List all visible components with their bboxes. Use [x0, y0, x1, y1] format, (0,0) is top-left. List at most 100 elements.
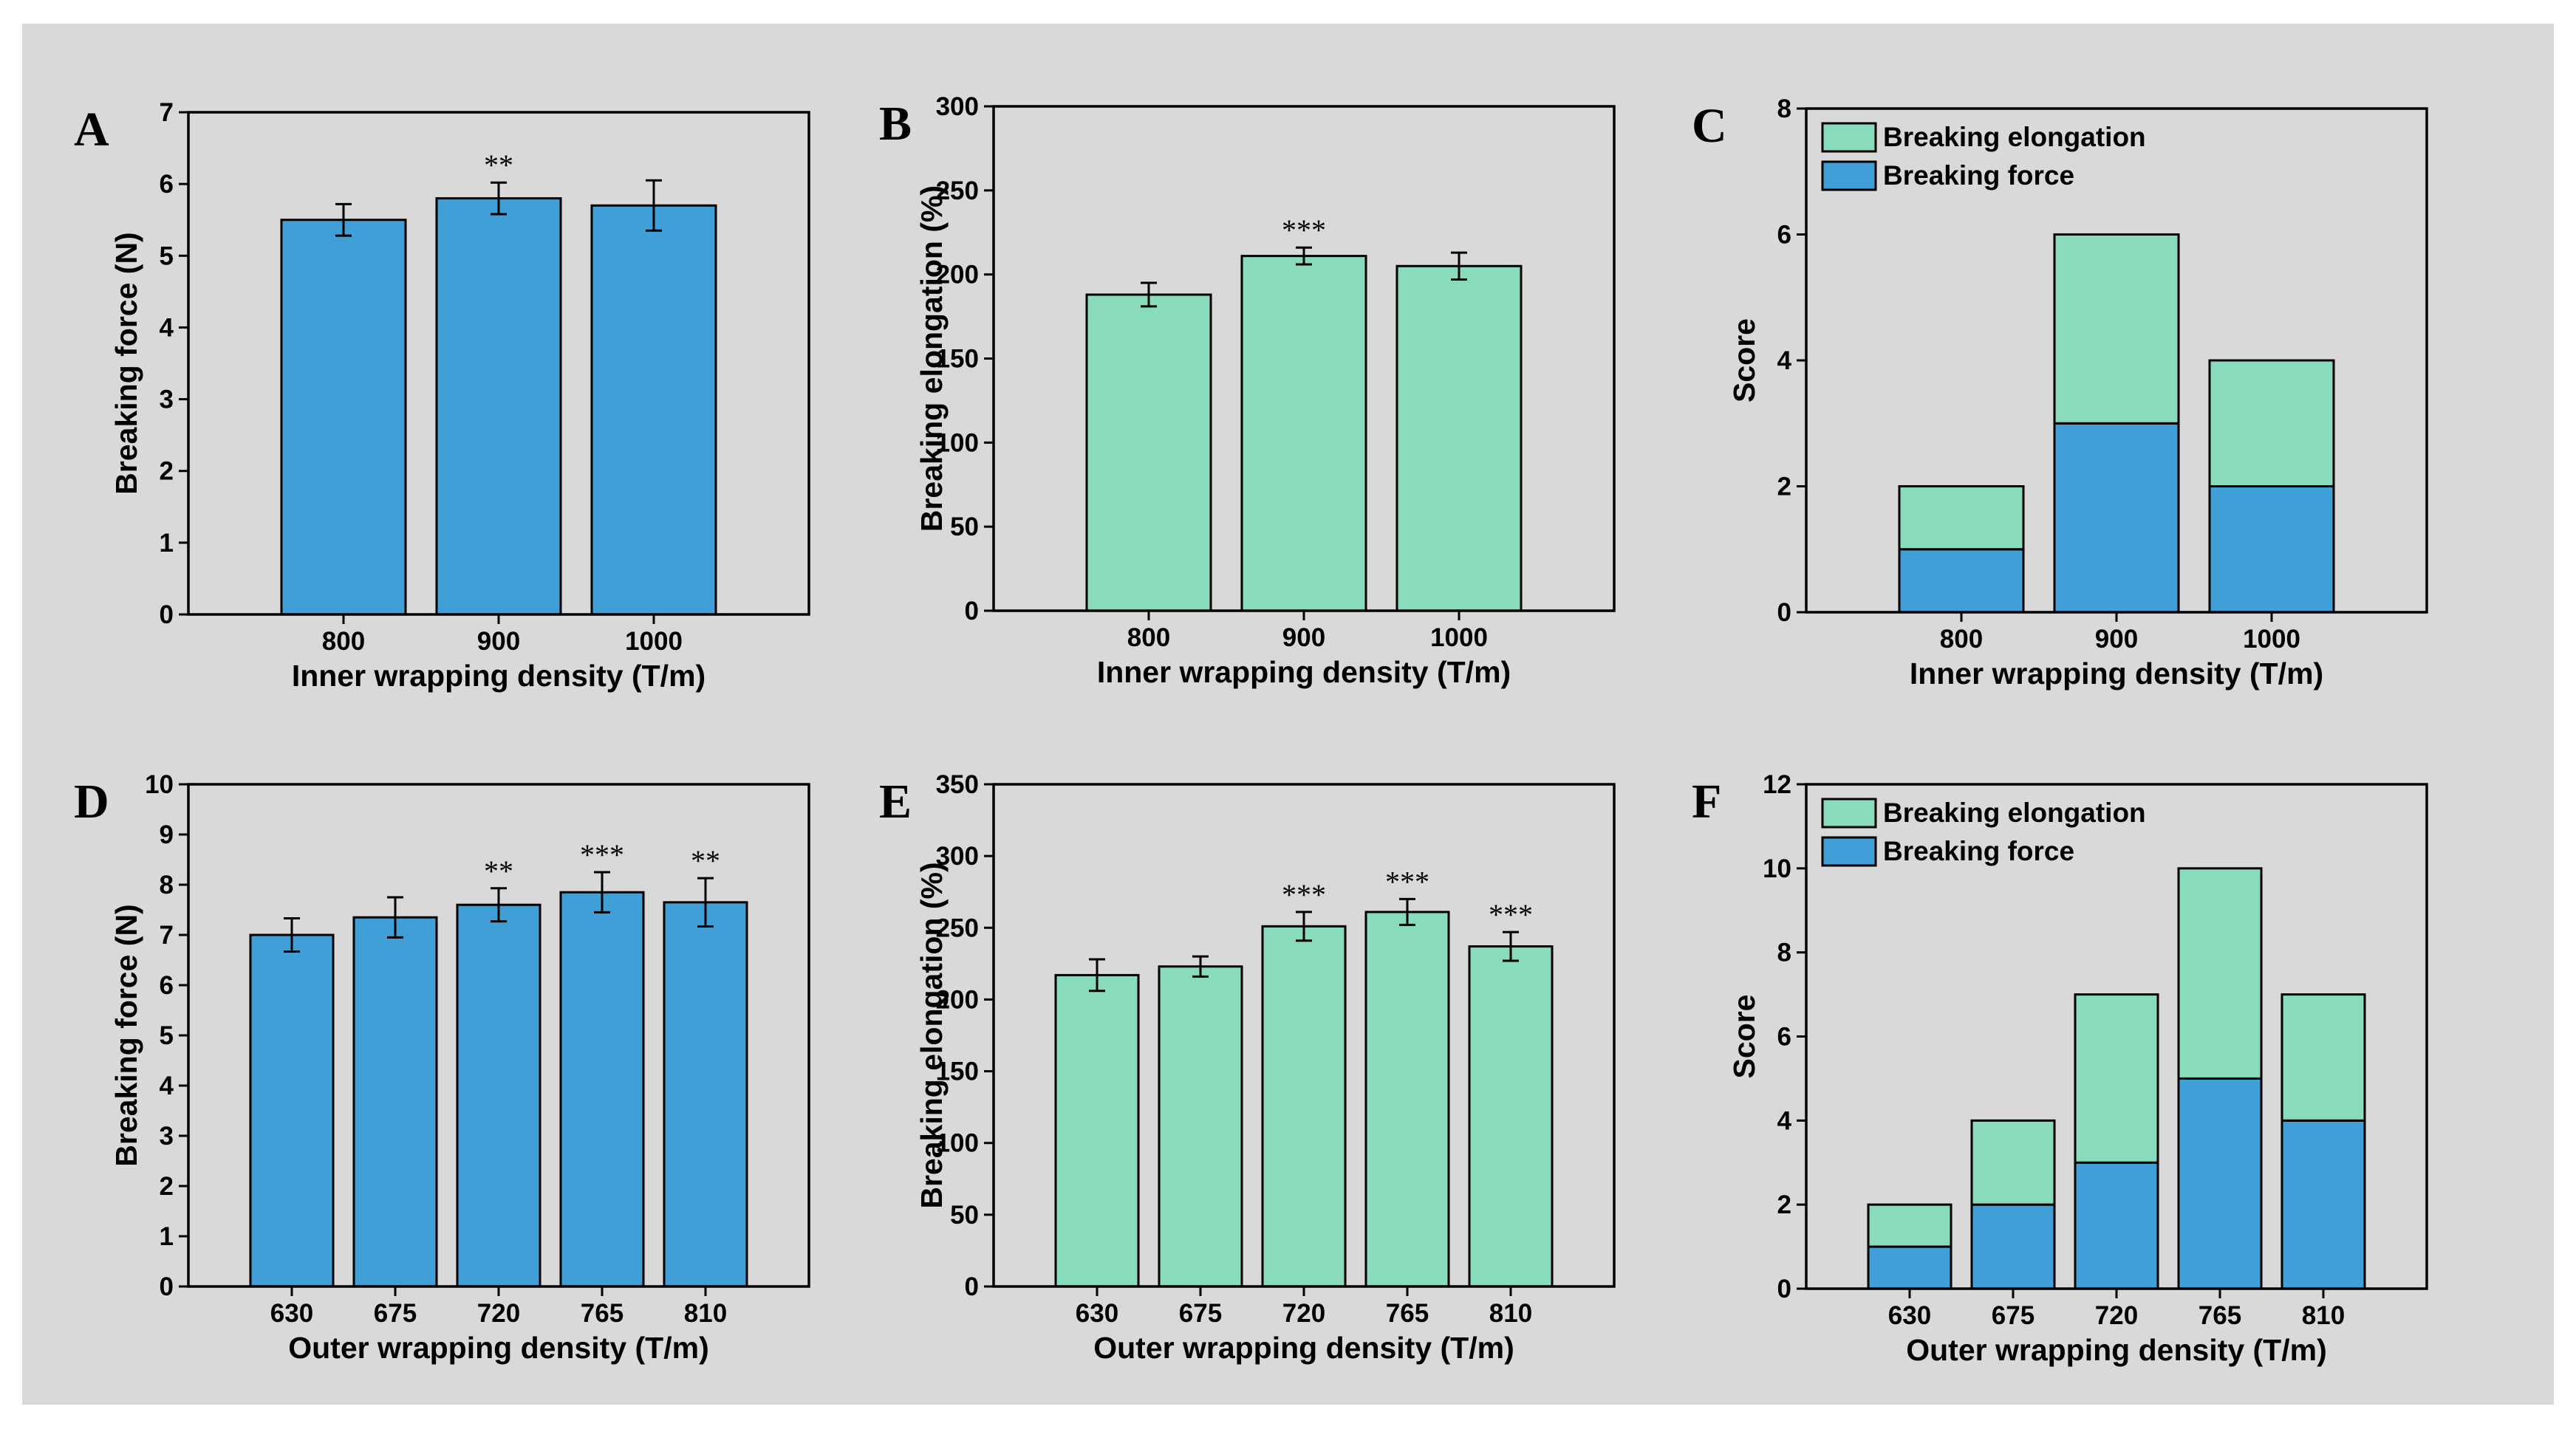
panel-d-xtick-label-630: 630: [270, 1299, 313, 1328]
panel-a-ytick-label-2: 2: [160, 457, 174, 486]
panel-c-xtick-label-900: 900: [2095, 625, 2138, 654]
panel-e-significance-765: ***: [1385, 865, 1429, 898]
panel-a-ytick-label-7: 7: [160, 98, 174, 127]
panel-e-error-bar-630: [1089, 958, 1105, 993]
panel-e-significance-720: ***: [1282, 878, 1326, 911]
panel-a-ytick-label-5: 5: [160, 241, 174, 270]
panel-e-xtick-label-720: 720: [1282, 1299, 1325, 1328]
panel-f-legend-swatch-breaking-force: [1821, 836, 1877, 867]
panel-b-xtick-label-800: 800: [1127, 623, 1170, 652]
panel-b-xtick-label-1000: 1000: [1430, 623, 1488, 652]
panel-b-bar-800: [1085, 293, 1212, 612]
panel-d-significance-810: **: [691, 844, 720, 877]
panel-b-ytick-label-100: 100: [936, 428, 979, 457]
panel-d-bar-765: [559, 891, 645, 1288]
panel-c-legend-label-breaking-force: Breaking force: [1883, 160, 2074, 191]
panel-d-y-axis-title: Breaking force (N): [109, 904, 143, 1166]
panel-f-xtick-label-675: 675: [1992, 1301, 2035, 1330]
panel-d-significance-765: ***: [580, 838, 624, 871]
panel-f-bar-breaking-force-720: [2074, 1161, 2159, 1290]
panel-f-bar-breaking-elongation-630: [1867, 1203, 1953, 1248]
panel-d-letter: D: [74, 775, 109, 829]
panel-f-xtick-label-630: 630: [1888, 1301, 1931, 1330]
panel-b-significance-900: ***: [1282, 213, 1326, 247]
panel-b-ytick-label-300: 300: [936, 92, 979, 121]
panel-b-xtick-label-900: 900: [1282, 623, 1325, 652]
panel-a-error-bar-800: [335, 202, 352, 237]
panel-e-bar-675: [1158, 965, 1243, 1288]
panel-f-xtick-label-765: 765: [2199, 1301, 2241, 1330]
panel-e-ytick-label-250: 250: [936, 914, 979, 942]
panel-d-error-bar-765: [594, 871, 610, 914]
panel-e-xtick-label-810: 810: [1489, 1299, 1532, 1328]
panel-d-ytick-label-7: 7: [160, 921, 174, 950]
panel-d-error-bar-720: [491, 887, 507, 923]
panel-d-ytick-label-1: 1: [160, 1222, 174, 1251]
panel-a-ytick-label-1: 1: [160, 529, 174, 558]
panel-f-legend-label-breaking-force: Breaking force: [1883, 836, 2074, 866]
panel-c-xtick-label-800: 800: [1940, 625, 1983, 654]
panel-f-letter: F: [1692, 775, 1721, 829]
panel-f-ytick-label-0: 0: [1777, 1275, 1791, 1303]
panel-a: A ** 0 1 2 3 4 5 6 7 800 900 1000 Inner wrapping dens…: [74, 98, 810, 693]
panel-a-xtick-label-800: 800: [322, 627, 365, 656]
panel-a-bar-1000: [590, 204, 717, 616]
panel-c-letter: C: [1692, 99, 1727, 153]
panel-c-ytick-label-0: 0: [1777, 598, 1791, 627]
panel-d-xtick-label-720: 720: [477, 1299, 520, 1328]
panel-e-error-bar-765: [1399, 897, 1415, 926]
panel-c-bar-breaking-force-1000: [2208, 485, 2335, 614]
panel-d-ytick-label-8: 8: [160, 871, 174, 899]
panel-e-ytick-label-350: 350: [936, 770, 979, 799]
panel-d-ytick-label-4: 4: [160, 1072, 174, 1100]
panel-f-legend-label-breaking-elongation: Breaking elongation: [1883, 798, 2146, 828]
panel-a-bar-900: [435, 197, 562, 616]
panel-b-ytick-label-200: 200: [936, 261, 979, 289]
panel-d-xtick-label-675: 675: [374, 1299, 417, 1328]
panel-e-ytick-label-0: 0: [965, 1272, 979, 1301]
panel-e-xtick-label-675: 675: [1179, 1299, 1222, 1328]
panel-d-ytick-label-3: 3: [160, 1122, 174, 1151]
panel-d-ytick-label-9: 9: [160, 820, 174, 849]
panel-f-legend-swatch-breaking-elongation: [1821, 798, 1877, 829]
panel-f-ytick-label-6: 6: [1777, 1023, 1791, 1052]
panel-c-bar-breaking-elongation-900: [2053, 233, 2180, 425]
panel-c-x-axis-title: Inner wrapping density (T/m): [1910, 657, 2323, 690]
panel-a-ytick-label-6: 6: [160, 170, 174, 199]
figure: A ** 0 1 2 3 4 5 6 7 800 900 1000 Inner wrapping dens…: [22, 24, 2554, 1405]
panel-a-error-bar-1000: [646, 179, 662, 232]
panel-c-legend-swatch-breaking-elongation: [1821, 122, 1877, 153]
panel-c-ytick-label-2: 2: [1777, 473, 1791, 501]
panel-f-ytick-label-4: 4: [1777, 1106, 1792, 1135]
panel-d-x-axis-title: Outer wrapping density (T/m): [288, 1331, 708, 1365]
panel-a-bar-800: [280, 219, 407, 616]
panel-e-significance-810: ***: [1489, 898, 1533, 931]
panel-a-ytick-label-0: 0: [160, 600, 174, 629]
panel-d-ytick-label-2: 2: [160, 1172, 174, 1201]
panel-d-bar-630: [249, 933, 335, 1288]
panel-f-ytick-label-8: 8: [1777, 939, 1791, 967]
panel-c: C 0 2 4 6 8 800 900 1000 Inner wrapping density (…: [1692, 95, 2428, 690]
panel-c-bar-breaking-force-900: [2053, 422, 2180, 614]
panel-f-bar-breaking-force-810: [2281, 1119, 2366, 1290]
panel-c-bar-breaking-elongation-800: [1898, 485, 2025, 551]
panel-f-ytick-label-10: 10: [1763, 854, 1791, 883]
panel-f-x-axis-title: Outer wrapping density (T/m): [1906, 1333, 2326, 1367]
panel-c-xtick-label-1000: 1000: [2243, 625, 2300, 654]
panel-a-error-bar-900: [491, 181, 507, 216]
panel-c-bar-breaking-force-800: [1898, 548, 2025, 614]
panel-f-bar-breaking-elongation-675: [1970, 1119, 2056, 1206]
panel-f-bar-breaking-elongation-720: [2074, 993, 2159, 1164]
panel-a-letter: A: [74, 103, 109, 157]
panel-b-y-axis-title: Breaking elongation (%): [915, 185, 949, 532]
panel-a-x-axis-title: Inner wrapping density (T/m): [292, 659, 706, 693]
panel-b-bar-1000: [1395, 264, 1523, 612]
panel-a-ytick-label-3: 3: [160, 385, 174, 414]
panel-c-legend-label-breaking-elongation: Breaking elongation: [1883, 122, 2146, 152]
panel-d-error-bar-675: [387, 896, 403, 939]
panel-d-error-bar-810: [697, 877, 714, 928]
panel-d-bar-675: [352, 916, 438, 1288]
panel-e-bar-630: [1054, 973, 1140, 1288]
